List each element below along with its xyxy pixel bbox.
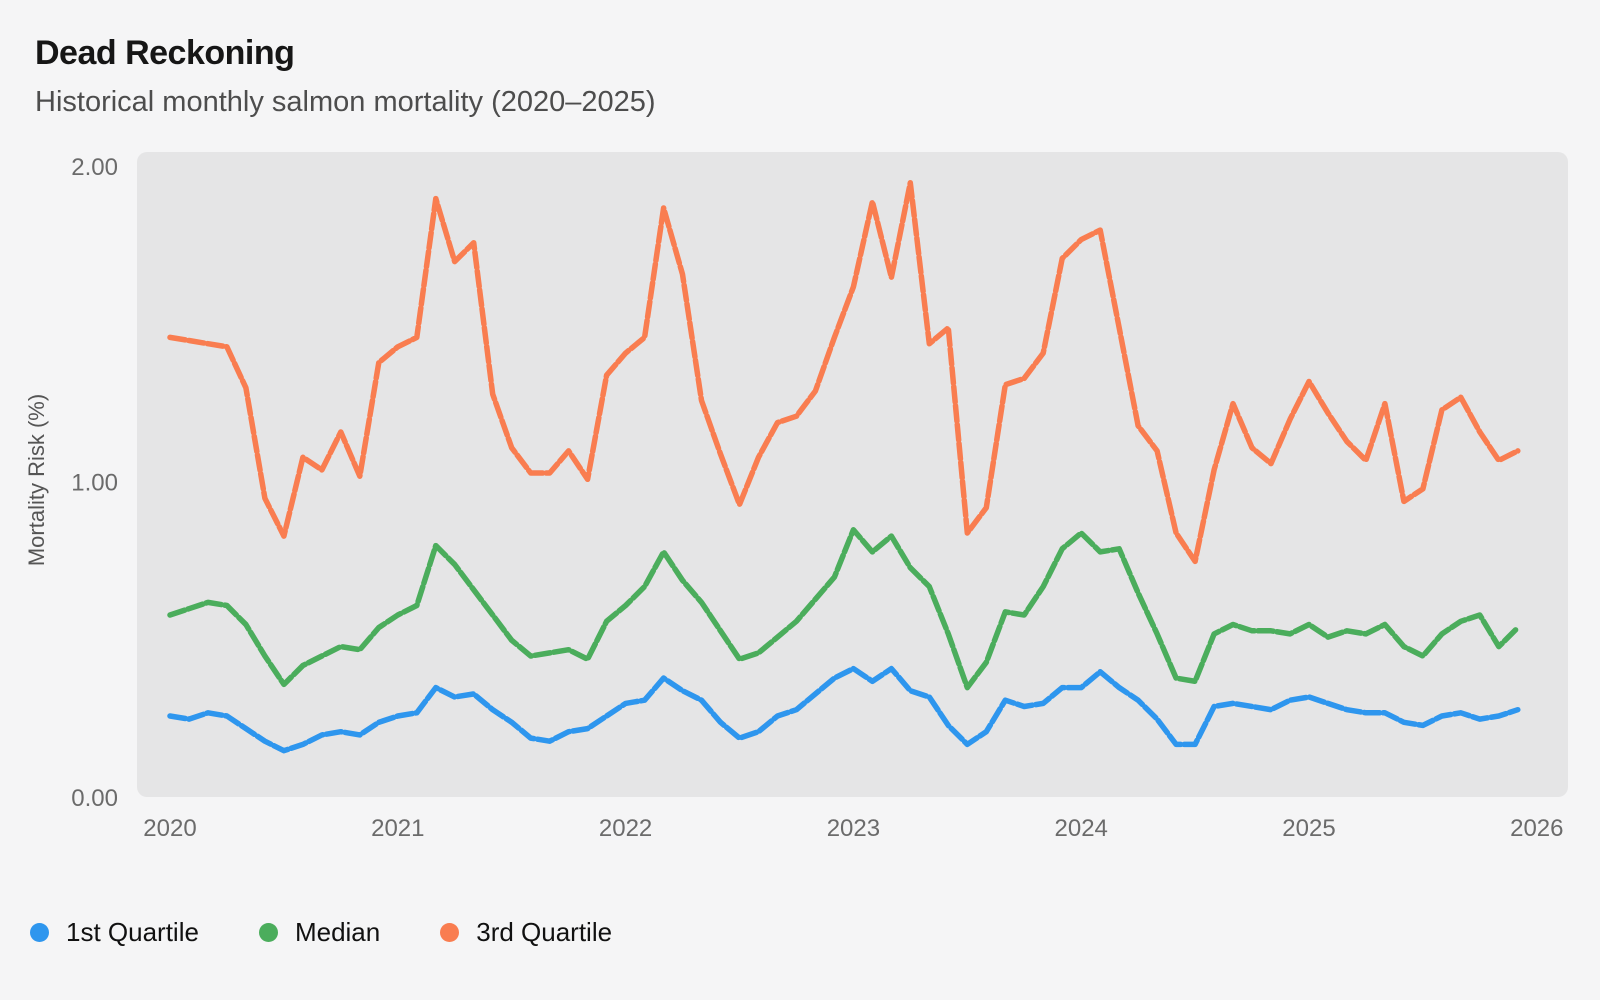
legend-dot-icon [258, 923, 278, 942]
y-tick-label: 1.00 [71, 470, 118, 497]
plot-area [137, 152, 1568, 797]
x-tick-label: 2021 [371, 815, 424, 842]
page-title: Dead Reckoning [35, 34, 295, 72]
legend-item-1st-quartile[interactable]: 1st Quartile [30, 917, 199, 948]
legend-label: Median [294, 917, 381, 947]
y-tick-label: 0.00 [71, 785, 118, 812]
x-tick-label: 2023 [827, 815, 880, 842]
chart-legend: 1st Quartile Median 3rd Quartile [30, 917, 612, 948]
series-line-1st-quartile [167, 665, 1521, 754]
legend-dot-icon [440, 923, 460, 942]
series-line-median [167, 527, 1521, 691]
legend-label: 1st Quartile [66, 917, 199, 947]
x-tick-label: 2022 [599, 815, 652, 842]
x-tick-label: 2024 [1055, 815, 1108, 842]
x-tick-label: 2025 [1282, 815, 1335, 842]
y-tick-label: 2.00 [71, 154, 118, 181]
legend-item-3rd-quartile[interactable]: 3rd Quartile [440, 917, 612, 948]
legend-item-median[interactable]: Median [258, 917, 381, 948]
x-tick-label: 2020 [143, 815, 196, 842]
series-line-3rd-quartile [167, 180, 1521, 565]
x-axis-ticks: 2020 2021 2022 2023 2024 2025 2026 [143, 815, 1563, 842]
page-subtitle: Historical monthly salmon mortality (202… [35, 86, 656, 118]
legend-label: 3rd Quartile [476, 917, 613, 947]
series-lines [167, 180, 1521, 754]
y-axis-title: Mortality Risk (%) [24, 394, 49, 566]
y-axis-ticks: 0.00 1.00 2.00 [71, 154, 118, 812]
x-tick-label: 2026 [1510, 815, 1563, 842]
legend-dot-icon [30, 923, 49, 942]
